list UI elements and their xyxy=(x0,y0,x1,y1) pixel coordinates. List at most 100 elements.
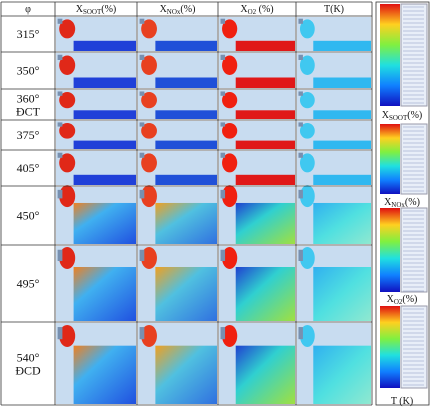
contour-field xyxy=(313,110,371,119)
contour-valve xyxy=(140,55,145,60)
contour-valve xyxy=(140,91,145,95)
contour-valve xyxy=(58,55,63,60)
contour-valve xyxy=(221,250,226,261)
contour-valve xyxy=(221,19,226,24)
contour-valve xyxy=(221,91,226,95)
header-label: XSOOT(%) xyxy=(76,4,117,16)
row-note: ĐCD xyxy=(15,364,41,378)
header-label: T (K) xyxy=(391,396,413,407)
unit: (%) xyxy=(101,4,116,15)
contour-valve xyxy=(140,153,145,158)
contour-valve xyxy=(221,190,226,199)
contour-valve xyxy=(298,190,302,199)
contour-field xyxy=(236,110,295,119)
contour-valve xyxy=(298,55,302,60)
unit: (%) xyxy=(180,4,195,15)
contour-valve xyxy=(140,122,145,126)
row-angle: 495° xyxy=(17,277,40,291)
contour-field xyxy=(236,346,295,404)
contour-valve xyxy=(298,91,302,95)
contour-valve xyxy=(58,19,63,24)
colorbar-scale xyxy=(401,208,427,292)
row-angle: 360° xyxy=(17,92,40,106)
contour-valve xyxy=(58,122,63,126)
contour-valve xyxy=(221,327,226,339)
phi-header: φ xyxy=(25,4,31,15)
contour-field xyxy=(155,203,217,244)
contour-valve xyxy=(58,190,63,199)
contour-field xyxy=(236,78,295,89)
contour-field xyxy=(313,267,371,321)
symbol: T(K) xyxy=(324,4,344,15)
header-label: T(K) xyxy=(324,4,344,15)
contour-field xyxy=(74,346,136,404)
unit: (%) xyxy=(256,4,274,15)
header-label: XO2 (%) xyxy=(240,4,273,16)
contour-valve xyxy=(140,19,145,24)
contour-field xyxy=(74,110,136,119)
header-label: XNOx(%) xyxy=(160,4,196,16)
contour-field xyxy=(155,346,217,404)
symbol: T (K) xyxy=(391,396,413,407)
contour-valve xyxy=(140,327,145,339)
contour-valve xyxy=(58,250,63,261)
contour-valve xyxy=(298,153,302,158)
subscript: SOOT xyxy=(83,8,102,16)
subscript: SOOT xyxy=(389,114,408,122)
contour-valve xyxy=(298,250,302,261)
contour-valve xyxy=(221,55,226,60)
unit: (%) xyxy=(405,197,420,208)
contour-field xyxy=(313,203,371,244)
contour-field xyxy=(236,267,295,321)
row-angle: 375° xyxy=(17,128,40,142)
row-angle: 350° xyxy=(17,64,40,78)
subscript: NOx xyxy=(167,8,181,16)
contour-field xyxy=(74,41,136,51)
colorbar xyxy=(380,306,400,388)
row-angle: 450° xyxy=(17,209,40,223)
contour-valve xyxy=(298,327,302,339)
contour-valve xyxy=(221,122,226,126)
page: {"header": {"phi": "φ", "columns": [ {"s… xyxy=(0,0,430,414)
contour-field xyxy=(74,141,136,149)
contour-field xyxy=(74,78,136,89)
colorbar xyxy=(380,4,400,106)
contour-field xyxy=(313,175,371,185)
row-angle: 540° xyxy=(17,351,40,365)
contour-field xyxy=(155,141,217,149)
contour-field xyxy=(155,267,217,321)
row-note: ĐCT xyxy=(16,105,41,119)
contour-field xyxy=(236,141,295,149)
unit: (%) xyxy=(402,294,417,305)
colorbar-scale xyxy=(401,306,427,388)
contour-field xyxy=(155,78,217,89)
contour-field xyxy=(74,203,136,244)
contour-valve xyxy=(58,327,63,339)
header-label: XNOx(%) xyxy=(384,197,420,209)
contour-valve xyxy=(140,250,145,261)
row-angle: 315° xyxy=(17,27,40,41)
contour-valve xyxy=(140,190,145,199)
colorbar xyxy=(380,124,400,194)
contour-valve xyxy=(58,153,63,158)
contour-field xyxy=(74,175,136,185)
subscript: NOx xyxy=(391,201,405,209)
contour-field xyxy=(313,141,371,149)
contour-field xyxy=(313,41,371,51)
contour-field xyxy=(313,346,371,404)
contour-valve xyxy=(221,153,226,158)
contour-field xyxy=(236,203,295,244)
contour-valve xyxy=(298,19,302,24)
contour-field xyxy=(236,41,295,51)
contour-field xyxy=(155,175,217,185)
contour-field xyxy=(155,110,217,119)
contour-valve xyxy=(298,122,302,126)
row-angle: 405° xyxy=(17,161,40,175)
contour-field xyxy=(155,41,217,51)
colorbar xyxy=(380,208,400,292)
contour-valve xyxy=(58,91,63,95)
figure: φXSOOT(%)XNOx(%)XO2 (%)T(K)315°350°360°Đ… xyxy=(0,0,430,409)
contour-field xyxy=(74,267,136,321)
header-label: XO2(%) xyxy=(387,294,418,306)
unit: (%) xyxy=(407,110,422,121)
